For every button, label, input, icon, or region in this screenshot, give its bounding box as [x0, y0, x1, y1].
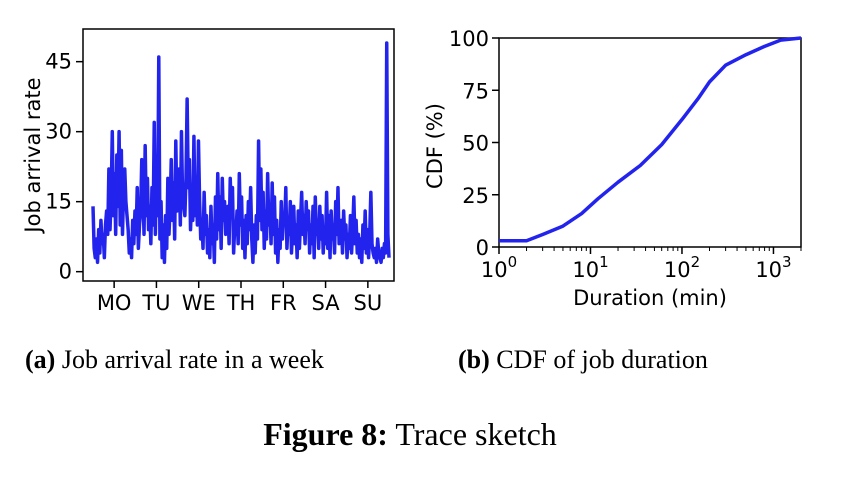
caption-b: (b) CDF of job duration [458, 345, 708, 374]
chart-b-y-tick-label: 100 [449, 27, 489, 51]
chart-a-x-tick-label: FR [270, 291, 297, 315]
chart-a-frame [82, 28, 395, 282]
caption-b-label: (b) [458, 345, 490, 374]
chart-b-y-axis-label: CDF (%) [423, 103, 447, 189]
chart-a-y-tick-label: 30 [45, 120, 72, 144]
chart-b-y-tick-label: 50 [462, 132, 489, 156]
figure-caption-text: Trace sketch [388, 416, 557, 452]
chart-b-frame [498, 37, 802, 248]
chart-b-y-tick-label: 0 [476, 236, 489, 260]
caption-b-text: CDF of job duration [490, 345, 708, 374]
chart-a-y-tick-label: 0 [59, 260, 72, 284]
chart-b-x-tick-label: 102 [664, 253, 700, 282]
caption-a-label: (a) [25, 345, 55, 374]
chart-a-x-tick-label: TU [141, 291, 170, 315]
chart-b-series-line [499, 36, 802, 243]
chart-b-x-axis-label: Duration (min) [573, 286, 727, 310]
chart-b-y-tick-label: 75 [462, 79, 489, 103]
caption-a: (a) Job arrival rate in a week [25, 345, 324, 374]
figure-caption-label: Figure 8: [263, 416, 388, 452]
chart-a-series-line [91, 41, 391, 265]
chart-b-x-tick-label: 101 [572, 253, 608, 282]
figure-caption: Figure 8: Trace sketch [263, 416, 557, 452]
chart-a-y-tick-label: 45 [45, 50, 72, 74]
chart-a-x-tick-label: WE [182, 291, 216, 315]
chart-b: 0 25 50 75 100 100 101 102 103 CDF (%) Duration… [423, 27, 802, 310]
chart-b-x-ticks: 100 101 102 103 [481, 247, 802, 282]
chart-a: 0 15 30 45 MO TU WE TH FR SA SU Job arrival rate [21, 28, 395, 315]
chart-b-y-ticks: 0 25 50 75 100 [449, 27, 499, 260]
caption-a-text: Job arrival rate in a week [55, 345, 324, 374]
chart-a-x-tick-label: MO [97, 291, 132, 315]
chart-a-y-axis-label: Job arrival rate [21, 77, 45, 234]
chart-a-x-tick-label: SA [312, 291, 341, 315]
chart-b-y-tick-label: 25 [462, 184, 489, 208]
chart-b-x-tick-label: 103 [755, 253, 791, 282]
chart-a-x-ticks: MO TU WE TH FR SA SU [97, 281, 382, 315]
chart-a-y-ticks: 0 15 30 45 [45, 50, 83, 284]
chart-a-y-tick-label: 15 [45, 190, 72, 214]
chart-a-x-tick-label: SU [354, 291, 383, 315]
chart-b-x-tick-label: 100 [481, 253, 517, 282]
chart-a-x-tick-label: TH [226, 291, 256, 315]
